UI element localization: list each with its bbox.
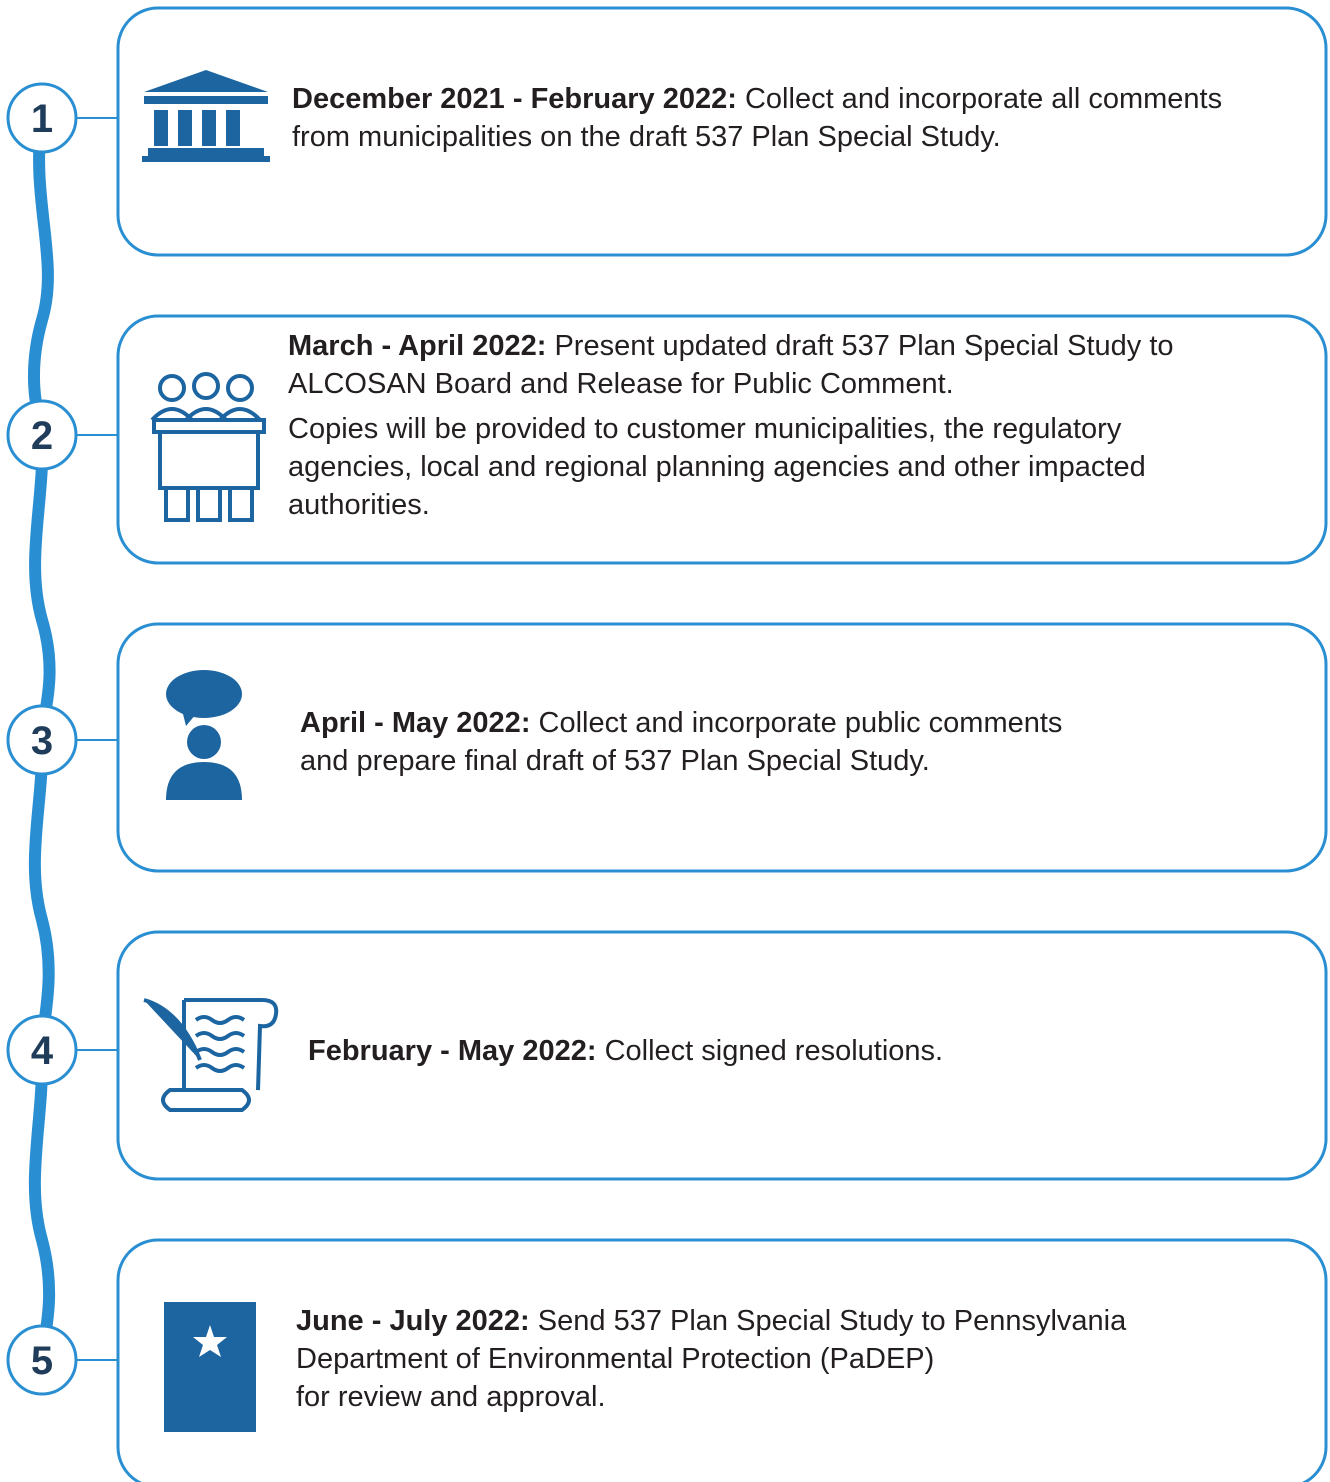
icon-book — [164, 1302, 256, 1432]
step-date: December 2021 - February 2022: — [292, 83, 737, 115]
step-line: authorities. — [288, 489, 430, 521]
step-text: ALCOSAN Board and Release for Public Com… — [288, 368, 954, 400]
step-date: April - May 2022: — [300, 707, 530, 739]
step-text: February - May 2022: Collect signed reso… — [308, 1035, 943, 1067]
step-text: for review and approval. — [296, 1381, 606, 1413]
step-line: Department of Environmental Protection (… — [296, 1343, 934, 1375]
step-text: authorities. — [288, 489, 430, 521]
step-number: 5 — [31, 1339, 53, 1383]
step-text: April - May 2022: Collect and incorporat… — [300, 707, 1062, 739]
step-box — [116, 930, 1328, 1181]
step-text: March - April 2022: Present updated draf… — [288, 330, 1174, 362]
step-line: ALCOSAN Board and Release for Public Com… — [288, 368, 954, 400]
step-line: agencies, local and regional planning ag… — [288, 451, 1146, 483]
icon-building — [142, 70, 270, 162]
step-text: from municipalities on the draft 537 Pla… — [292, 121, 1001, 153]
step-date: February - May 2022: — [308, 1035, 597, 1067]
step-line: Collect and incorporate all comments — [745, 83, 1222, 115]
step-date: March - April 2022: — [288, 330, 546, 362]
step-date: June - July 2022: — [296, 1305, 530, 1337]
step-line: Send 537 Plan Special Study to Pennsylva… — [538, 1305, 1127, 1337]
step-circle — [6, 704, 78, 776]
step-line: and prepare final draft of 537 Plan Spec… — [300, 745, 930, 777]
step-line: from municipalities on the draft 537 Pla… — [292, 121, 1001, 153]
step-box — [116, 6, 1328, 257]
step-line: Present updated draft 537 Plan Special S… — [554, 330, 1173, 362]
icon-scroll — [143, 998, 279, 1112]
step-circle — [6, 82, 78, 154]
step-box — [116, 314, 1328, 565]
step-line: Collect and incorporate public comments — [539, 707, 1063, 739]
step-box — [116, 1238, 1328, 1482]
step-text: December 2021 - February 2022: Collect a… — [292, 83, 1222, 115]
step-text: Department of Environmental Protection (… — [296, 1343, 934, 1375]
step-line: for review and approval. — [296, 1381, 606, 1413]
icon-board — [150, 372, 266, 522]
step-line: Copies will be provided to customer muni… — [288, 413, 1122, 445]
step-line: Collect signed resolutions. — [605, 1035, 944, 1067]
step-number: 3 — [31, 719, 53, 763]
step-text: June - July 2022: Send 537 Plan Special … — [296, 1305, 1127, 1337]
step-box — [116, 622, 1328, 873]
step-number: 4 — [31, 1029, 54, 1073]
step-text: Copies will be provided to customer muni… — [288, 413, 1122, 445]
step-number: 2 — [31, 414, 53, 458]
step-circle — [6, 399, 78, 471]
step-number: 1 — [31, 97, 53, 141]
icon-speaker — [166, 670, 242, 800]
step-text: and prepare final draft of 537 Plan Spec… — [300, 745, 930, 777]
step-circle — [6, 1324, 78, 1396]
step-circle — [6, 1014, 78, 1086]
step-text: agencies, local and regional planning ag… — [288, 451, 1146, 483]
